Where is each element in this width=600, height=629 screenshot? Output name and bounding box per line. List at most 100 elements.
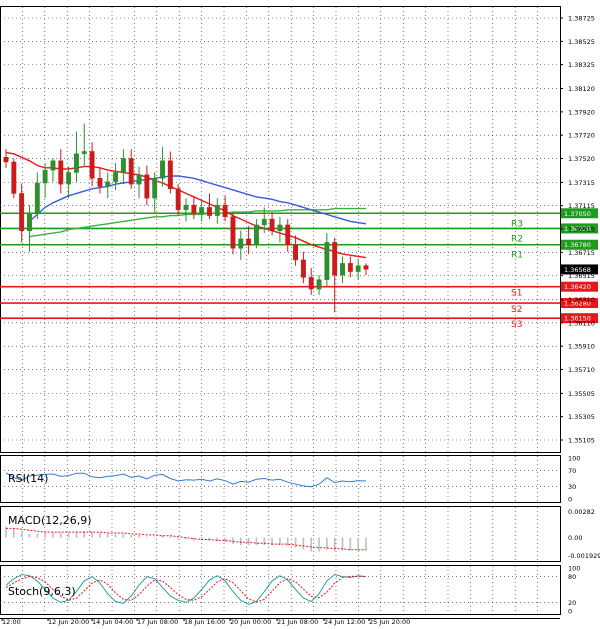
time-axis-label: 17 Jun 08:00 xyxy=(137,618,178,626)
price-axis-label: 1.36515 xyxy=(568,272,595,280)
price-axis-label: 1.37315 xyxy=(568,179,595,187)
candle-body xyxy=(207,207,212,216)
candle-body xyxy=(66,172,72,185)
time-axis-label: 12:00 xyxy=(2,618,21,626)
price-axis-label: 1.38120 xyxy=(568,85,595,93)
candle-body xyxy=(332,242,338,276)
candle-body xyxy=(285,224,291,245)
macd-histogram-bar xyxy=(13,528,15,538)
level-price-tag-bg xyxy=(561,223,598,234)
candle-body xyxy=(50,160,56,171)
macd-axis-label: 0.00 xyxy=(568,534,582,542)
level-price-tag: 1.36280 xyxy=(564,300,591,308)
macd-histogram-bar xyxy=(114,533,117,538)
macd-histogram-bar xyxy=(146,536,148,538)
pane-frame xyxy=(0,506,561,562)
rsi-axis-label: 70 xyxy=(568,467,576,475)
candle-body xyxy=(34,182,40,214)
stoch-label: Stoch(9,6,3) xyxy=(8,585,76,598)
macd-histogram-bar xyxy=(318,537,320,552)
candle-body xyxy=(105,181,111,187)
macd-histogram-bar xyxy=(365,537,367,551)
price-axis-label: 1.35910 xyxy=(568,343,595,351)
macd-histogram-bar xyxy=(153,536,156,538)
price-axis-label: 1.35505 xyxy=(568,390,595,398)
candle-body xyxy=(253,224,259,245)
stoch-axis-label: 0 xyxy=(568,608,572,616)
level-name-s2: S2 xyxy=(511,305,522,315)
candle-body xyxy=(144,174,150,199)
candle-body xyxy=(355,265,361,272)
candle-body xyxy=(300,259,306,278)
price-axis-label: 1.38525 xyxy=(568,38,595,46)
candle-body xyxy=(73,153,79,173)
candle-body xyxy=(11,161,17,194)
candle-body xyxy=(191,204,197,214)
rsi-axis-label: 30 xyxy=(568,483,576,491)
macd-histogram-bar xyxy=(122,533,125,538)
candle-body xyxy=(199,207,205,214)
macd-histogram-bar xyxy=(239,537,242,546)
price-axis-label: 1.38725 xyxy=(568,15,595,23)
candle-body xyxy=(261,218,267,226)
axis-labels: 1.38725 1.38525 1.38325 1.38120 1.37920 1.377… xyxy=(1,15,600,626)
macd-histogram-bar xyxy=(52,532,54,538)
candle-body xyxy=(128,158,134,185)
candle-body xyxy=(81,151,87,155)
macd-histogram-bar xyxy=(263,537,266,546)
price-axis-label: 1.37115 xyxy=(568,202,595,210)
current-price-tag: 1.36568 xyxy=(564,266,591,274)
macd-histogram-bar xyxy=(341,537,344,551)
macd-histogram-bar xyxy=(310,537,313,552)
time-axis-label: 24 Jun 12:00 xyxy=(324,618,365,626)
candle-body xyxy=(175,188,181,211)
candle-body xyxy=(230,216,236,249)
candle-body xyxy=(363,265,369,270)
price-axis-label: 1.36915 xyxy=(568,226,595,234)
stoch-k-line xyxy=(5,573,367,606)
macd-axis-label: -0.001929 xyxy=(568,552,600,560)
rsi-axis-label: 100 xyxy=(568,455,580,463)
macd-histogram-bar xyxy=(177,537,179,539)
candle-body xyxy=(3,157,9,163)
macd-histogram-bar xyxy=(169,536,172,538)
rsi-label: RSI(14) xyxy=(8,472,48,485)
candle-body xyxy=(340,263,345,276)
price-axis-label: 1.37920 xyxy=(568,108,595,116)
time-axis-label: 12 Jun 20:00 xyxy=(48,618,89,626)
candle-body xyxy=(222,204,228,218)
macd-histogram-bar xyxy=(138,534,140,538)
candle-body xyxy=(97,178,103,187)
level-price-tag-bg xyxy=(561,239,598,250)
rsi-line xyxy=(5,472,367,488)
candle-body xyxy=(324,242,330,280)
candle-body xyxy=(160,160,165,179)
macd-histogram-bar xyxy=(59,533,62,538)
time-axis-label: 14 Jun 04:00 xyxy=(92,618,133,626)
macd-histogram-bar xyxy=(130,534,133,538)
candles xyxy=(3,123,369,313)
ma-mid-line xyxy=(29,175,367,225)
candle-body xyxy=(27,213,32,231)
price-axis-label: 1.35105 xyxy=(568,437,595,445)
level-price-tag-bg xyxy=(561,298,598,309)
macd-histogram-bar xyxy=(106,533,109,538)
macd-histogram-bar xyxy=(67,533,70,538)
candle-body xyxy=(113,172,119,183)
macd-histogram-bar xyxy=(161,535,164,538)
macd-histogram-bar xyxy=(28,533,31,538)
macd-histogram-bar xyxy=(349,537,352,551)
macd-histogram-bar xyxy=(294,537,297,548)
macd-histogram-bar xyxy=(224,537,226,543)
macd-histogram-bar xyxy=(44,533,46,538)
stoch-axis-label: 100 xyxy=(568,565,580,573)
candle-body xyxy=(89,151,95,179)
price-axis-label: 1.37520 xyxy=(568,155,595,163)
level-price-tag: 1.36420 xyxy=(564,283,591,291)
macd-histogram-bar xyxy=(185,537,187,540)
candle-body xyxy=(19,193,25,231)
macd-histogram-bar xyxy=(216,537,219,542)
macd-histogram-bar xyxy=(5,526,7,538)
level-lines: R3 1.37050 R2 1.36920 R1 1.36780 S1 1.36420 S2 1.… xyxy=(0,208,598,330)
moving-averages xyxy=(5,151,367,259)
